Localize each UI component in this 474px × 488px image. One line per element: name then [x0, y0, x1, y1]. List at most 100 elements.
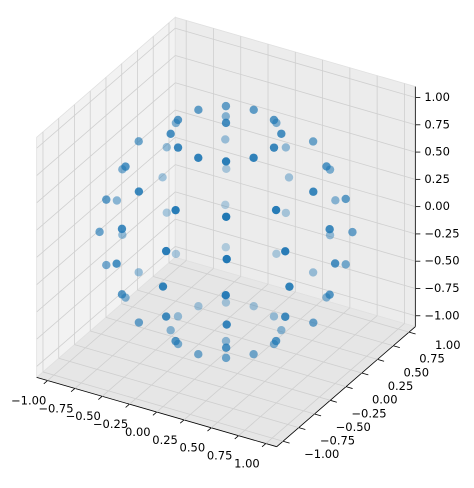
y-tick [282, 440, 290, 444]
point [269, 143, 279, 152]
y-tick [377, 359, 385, 362]
x-tick [43, 380, 48, 385]
point [221, 298, 231, 307]
point [161, 312, 171, 321]
grid-line [36, 109, 176, 231]
point [221, 212, 231, 221]
x-tick-label: −1.00 [11, 393, 46, 407]
point [322, 162, 331, 171]
point [166, 326, 175, 335]
point [309, 318, 318, 327]
point [173, 143, 183, 152]
point [277, 325, 286, 335]
y-tick-label: 0.25 [388, 379, 414, 393]
point [221, 157, 231, 166]
x-tick [152, 411, 157, 416]
point [221, 353, 231, 363]
grid-line [36, 164, 176, 285]
point [249, 105, 258, 114]
grid-line [36, 246, 176, 367]
y-tick-label: 0.50 [403, 365, 429, 379]
point [112, 259, 121, 268]
point [309, 187, 318, 196]
x-tick [125, 403, 130, 408]
grid-line [168, 262, 410, 333]
y-tick [314, 413, 322, 417]
x-tick [179, 419, 185, 424]
grid-line [175, 164, 416, 235]
y-tick [330, 399, 337, 403]
y-tick [408, 331, 416, 335]
grid-line [137, 289, 378, 360]
point [272, 249, 281, 259]
point [158, 173, 167, 182]
y-tick-label: −0.25 [351, 406, 386, 420]
point [221, 336, 231, 346]
point [173, 312, 183, 321]
point [102, 195, 111, 204]
point [102, 260, 111, 270]
point [269, 115, 279, 125]
point [281, 143, 291, 152]
point [173, 115, 183, 125]
point [95, 227, 104, 237]
point [162, 208, 171, 217]
grid-line [175, 109, 416, 180]
grid-line [42, 371, 284, 442]
point [348, 227, 357, 237]
z-tick-label: 0.75 [424, 117, 450, 131]
y-tick-label: −0.75 [320, 434, 355, 448]
point [194, 350, 203, 359]
point [271, 336, 281, 346]
point [221, 135, 230, 144]
grid-line [90, 330, 331, 401]
x-tick [70, 388, 76, 392]
y-tick [361, 372, 369, 376]
point [134, 137, 143, 146]
z-tick-label: 0.25 [424, 172, 450, 186]
y-tick-label: 0.75 [419, 352, 445, 366]
x-tick-label: 0.00 [125, 425, 151, 439]
point [341, 260, 350, 269]
point [249, 349, 258, 359]
point [221, 200, 230, 210]
y-tick [393, 345, 400, 349]
x-tick-label: −0.50 [66, 409, 101, 423]
grid-line [121, 303, 362, 374]
point [162, 143, 171, 152]
z-tick-label: −0.75 [424, 281, 459, 295]
x-tick [234, 435, 239, 440]
point [112, 196, 122, 205]
grid-line [36, 55, 176, 176]
point [331, 196, 340, 205]
point [221, 112, 231, 121]
point [221, 101, 231, 111]
z-tick-label: −0.50 [424, 254, 459, 268]
point [161, 246, 171, 256]
grid-line [175, 27, 416, 98]
grid-line [36, 27, 176, 149]
point [171, 336, 180, 346]
point [281, 312, 290, 321]
grid-line [175, 82, 416, 153]
z-tick-label: 1.00 [424, 90, 450, 104]
point [249, 301, 258, 311]
z-tick-label: 0.00 [424, 199, 450, 213]
point [308, 137, 318, 146]
z-tick-label: −0.25 [424, 226, 459, 240]
point [117, 290, 127, 299]
point [308, 268, 318, 277]
point [221, 243, 231, 252]
point [271, 205, 281, 215]
point [117, 224, 127, 234]
point [171, 205, 180, 215]
point [269, 312, 279, 321]
z-tick-label: −1.00 [424, 308, 459, 322]
point [325, 290, 334, 299]
grid-line [58, 357, 299, 428]
y-tick-label: 1.00 [435, 338, 461, 352]
x-tick-label: 0.50 [180, 441, 206, 455]
point [194, 105, 203, 115]
grid-line [153, 276, 394, 347]
